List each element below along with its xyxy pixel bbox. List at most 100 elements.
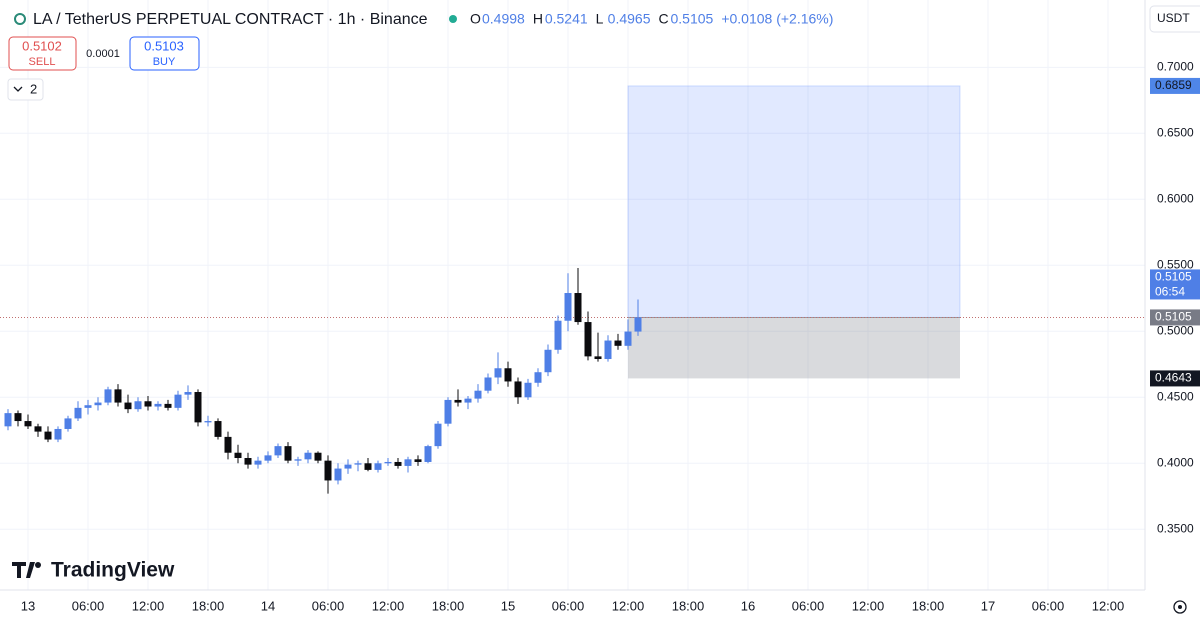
y-tick-label: 0.5500	[1157, 257, 1194, 271]
settings-icon	[1178, 605, 1182, 609]
x-tick-label: 18:00	[912, 598, 945, 613]
candle-body	[294, 459, 302, 461]
candle-body	[234, 452, 242, 459]
candle-body	[404, 459, 412, 466]
entry-label-bg	[1150, 309, 1200, 326]
candle-body	[134, 401, 142, 410]
candle-body	[54, 428, 62, 440]
candle-body	[114, 389, 122, 403]
candle-body	[184, 392, 192, 395]
sell-button[interactable]	[8, 36, 77, 71]
candle-body	[124, 402, 132, 410]
candle-body	[414, 459, 422, 462]
x-tick-label: 06:00	[312, 598, 345, 613]
candle-body	[354, 463, 362, 465]
candle-body	[524, 382, 532, 398]
spread: 0.0001	[86, 48, 120, 60]
ohlc-value: 0.4998	[482, 11, 525, 27]
ohlc-value: 0.5241	[545, 11, 588, 27]
candle-body	[374, 463, 382, 470]
price-tag: 0.5105	[1155, 270, 1192, 284]
candle-body	[444, 399, 452, 424]
brand-logo	[35, 562, 41, 568]
change: +0.0108 (+2.16%)	[721, 11, 833, 27]
candle-body	[604, 340, 612, 360]
candle-body	[24, 421, 32, 427]
brand: TradingView	[51, 559, 175, 582]
x-tick-label: 12:00	[1092, 598, 1125, 613]
x-tick-label: 06:00	[792, 598, 825, 613]
currency: USDT	[1157, 11, 1190, 25]
x-tick-label: 15	[501, 598, 515, 613]
candle-body	[64, 418, 72, 429]
candle-body	[424, 446, 432, 462]
currency-button[interactable]	[1149, 5, 1200, 33]
x-tick-label: 13	[21, 598, 35, 613]
candle-body	[634, 317, 642, 332]
candle-body	[284, 446, 292, 461]
x-tick-label: 12:00	[612, 598, 645, 613]
candle-body	[274, 446, 282, 456]
stop-zone	[628, 317, 960, 379]
target-label: 0.6859	[1155, 78, 1192, 92]
brand-logo	[12, 562, 35, 578]
status-dot	[449, 15, 457, 23]
x-tick-label: 18:00	[432, 598, 465, 613]
candle-body	[624, 331, 632, 346]
candle-body	[314, 452, 322, 461]
ohlc-letter: L	[596, 11, 604, 27]
candle-body	[214, 421, 222, 437]
candle-body	[154, 403, 162, 407]
indicators-count: 2	[30, 81, 37, 96]
candle-body	[94, 402, 102, 406]
x-tick-label: 18:00	[672, 598, 705, 613]
candle-body	[344, 464, 352, 469]
candle-body	[454, 399, 462, 403]
candle-body	[324, 460, 332, 481]
indicators-toggle[interactable]	[7, 78, 44, 101]
candle-body	[384, 461, 392, 464]
x-tick-label: 06:00	[552, 598, 585, 613]
candle-body	[514, 381, 522, 398]
entry-label: 0.5105	[1155, 310, 1192, 324]
sell-label: SELL	[29, 56, 56, 68]
candle-body	[14, 413, 22, 422]
candle-body	[464, 398, 472, 403]
candle-body	[74, 407, 82, 419]
buy-label: BUY	[153, 56, 176, 68]
sell-price: 0.5102	[22, 38, 62, 53]
x-tick-label: 16	[741, 598, 755, 613]
candle-body	[594, 356, 602, 360]
candle-body	[484, 377, 492, 391]
candle-body	[494, 368, 502, 378]
candle-body	[304, 452, 312, 460]
candle-body	[194, 392, 202, 423]
candle-body	[174, 394, 182, 408]
candle-body	[364, 463, 372, 470]
ohlc-letter: C	[658, 11, 668, 27]
stop-label: 0.4643	[1155, 371, 1192, 385]
candle-body	[334, 468, 342, 481]
title: LA / TetherUS PERPETUAL CONTRACT · 1h · …	[33, 11, 428, 28]
x-tick-label: 12:00	[132, 598, 165, 613]
x-tick-label: 18:00	[192, 598, 225, 613]
candle-body	[44, 431, 52, 440]
candle-body	[504, 368, 512, 382]
candle-body	[544, 349, 552, 373]
ohlc-letter: O	[470, 11, 481, 27]
settings-icon[interactable]	[1173, 600, 1187, 614]
position-tool	[0, 85, 1145, 379]
candle-body	[244, 458, 252, 465]
ohlc-letter: H	[533, 11, 543, 27]
candle-body	[394, 461, 402, 466]
buy-button[interactable]	[129, 36, 200, 71]
candle-body	[104, 389, 112, 403]
candle-body	[584, 322, 592, 357]
ohlc-value: 0.4965	[608, 11, 651, 27]
candle-body	[554, 320, 562, 350]
x-tick-label: 06:00	[72, 598, 105, 613]
candle-body	[254, 460, 262, 465]
